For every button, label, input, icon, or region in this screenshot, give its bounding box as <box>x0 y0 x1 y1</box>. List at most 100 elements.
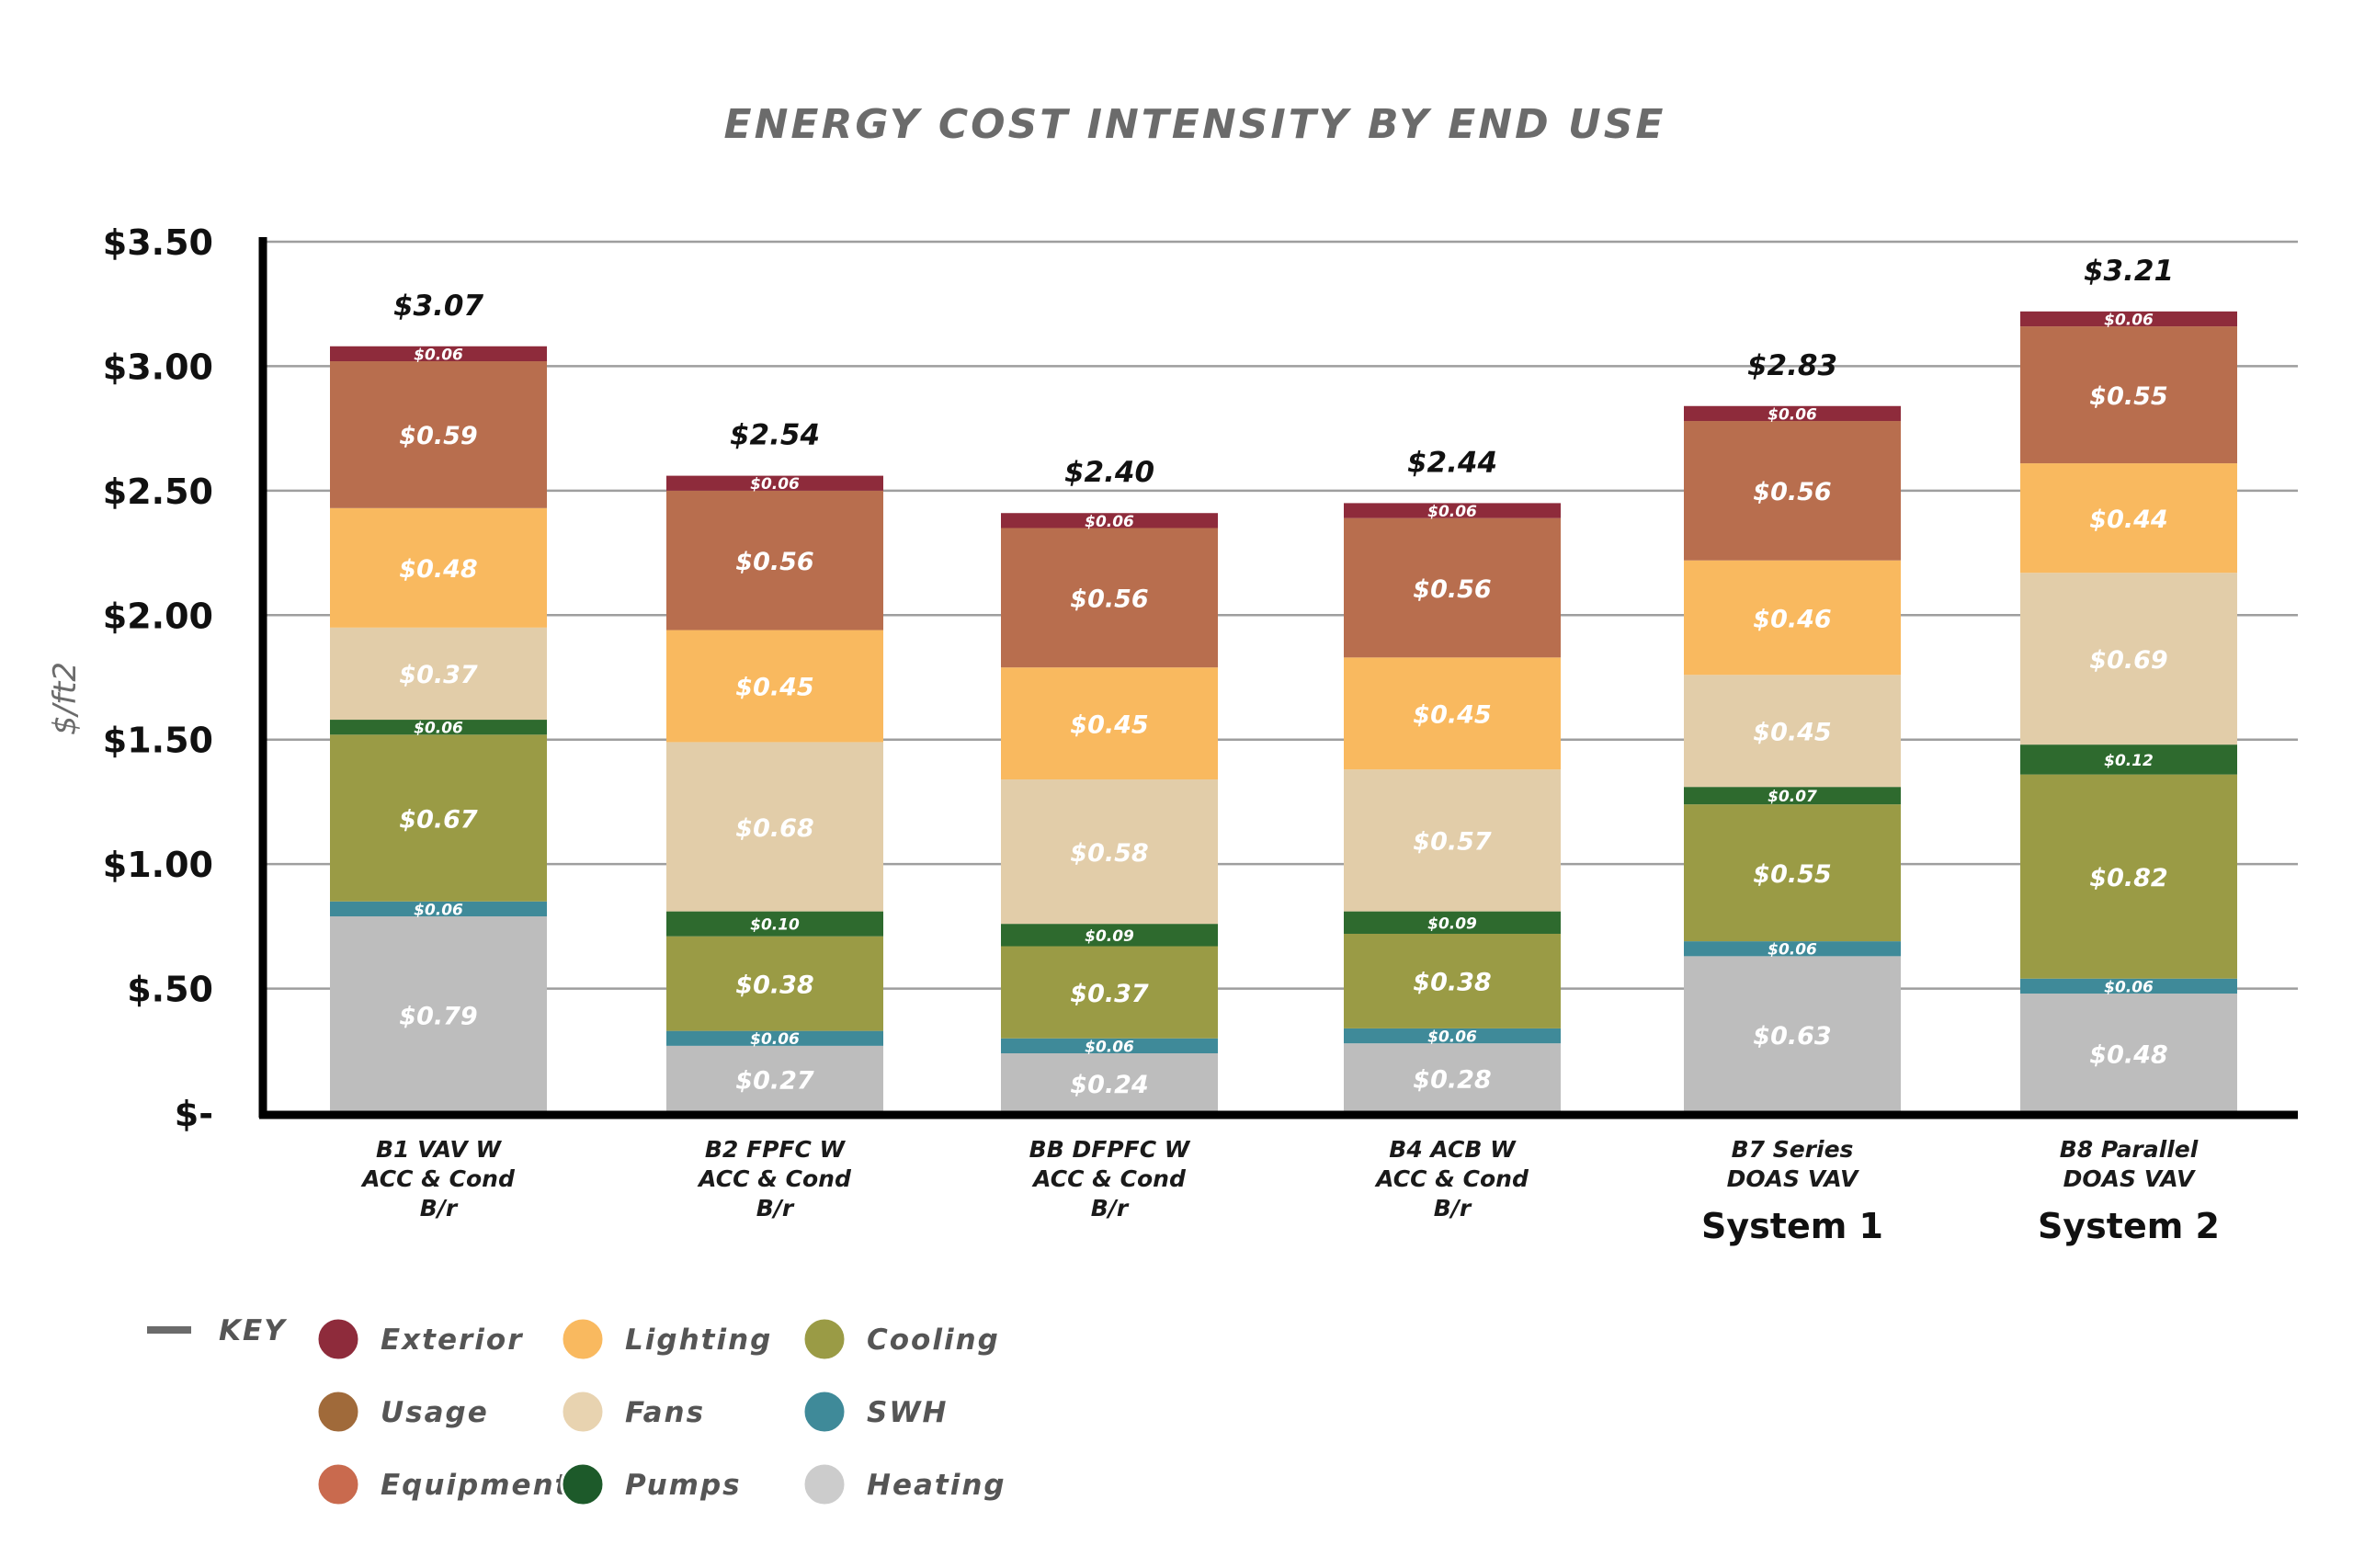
data-label: $0.48 <box>2089 1040 2167 1069</box>
bar-segment-heating <box>666 1045 883 1113</box>
legend-label: Cooling <box>867 1324 1000 1357</box>
bar-stack: $0.79 $0.06 $0.67 $0.06 $0.37 $0.48 $0.59 $0.06 <box>330 346 547 1113</box>
data-label: $0.06 <box>1427 1028 1477 1046</box>
data-label: $0.06 <box>1085 1038 1134 1056</box>
data-label: $0.37 <box>399 661 478 689</box>
data-label: $0.10 <box>750 916 800 935</box>
bar-segment-lighting <box>1344 657 1561 770</box>
legend-swatch <box>801 1461 847 1507</box>
x-tick-label: B8 Parallel <box>2060 1136 2199 1163</box>
data-label: $0.06 <box>1427 503 1477 521</box>
bar-stack: $0.27 $0.06 $0.38 $0.10 $0.68 $0.45 $0.56 $0.06 <box>666 475 883 1113</box>
bar-segment-exterior <box>666 475 883 491</box>
bar-segment-pumps <box>1001 924 1218 947</box>
data-label: $0.58 <box>1070 839 1148 868</box>
data-label: $0.46 <box>1753 605 1831 633</box>
bar-segment-equipment <box>2020 326 2237 464</box>
legend-swatch <box>315 1389 361 1435</box>
legend-swatch <box>560 1316 606 1362</box>
x-tick-label: ACC & Cond <box>697 1165 852 1192</box>
bar-segment-swh <box>2020 978 2237 994</box>
bar-segment-equipment <box>666 490 883 631</box>
x-tick-label: B/r <box>756 1195 795 1221</box>
bar-segment-fans <box>666 742 883 912</box>
data-label: $0.59 <box>399 422 477 450</box>
x-tick-label: B4 ACB W <box>1389 1136 1517 1163</box>
y-tick-label: $3.00 <box>103 347 213 387</box>
system-label: System 2 <box>2038 1206 2220 1246</box>
legend-label: Equipment <box>381 1469 570 1502</box>
data-label: $0.06 <box>2104 978 2154 996</box>
bar-segment-lighting <box>1001 667 1218 780</box>
bar-segment-exterior <box>2020 311 2237 327</box>
bar-segment-fans <box>2020 573 2237 745</box>
data-label: $0.56 <box>1070 585 1148 614</box>
data-label: $0.45 <box>735 674 813 702</box>
bar-segment-exterior <box>1684 405 1901 422</box>
y-tick-label: $1.00 <box>103 845 213 885</box>
bar-segment-heating <box>1684 956 1901 1113</box>
x-tick-label: B7 Series <box>1732 1136 1854 1163</box>
y-tick-label: $- <box>175 1094 213 1134</box>
x-tick-label: ACC & Cond <box>1374 1165 1529 1192</box>
data-label: $0.79 <box>399 1002 477 1030</box>
legend: KEY Exterior Usage Equipment Lighting Fans Pum… <box>147 1314 1006 1507</box>
data-label: $0.27 <box>735 1067 814 1096</box>
y-axis-ticks: $- $.50 $1.00 $1.50 $2.00 $2.50 $3.00 $3.50 <box>103 222 213 1134</box>
data-label: $0.09 <box>1427 915 1477 933</box>
legend-label: Usage <box>381 1396 489 1429</box>
data-label: $0.37 <box>1070 980 1149 1008</box>
chart-title: ENERGY COST INTENSITY BY END USE <box>724 101 1666 148</box>
bar-segment-cooling <box>666 936 883 1031</box>
bar-segment-cooling <box>1344 933 1561 1028</box>
legend-swatch <box>560 1461 606 1507</box>
bar-total-label: $2.54 <box>730 419 820 452</box>
bar-segment-fans <box>1001 779 1218 925</box>
bar-segment-swh <box>666 1030 883 1046</box>
data-label: $0.06 <box>1085 513 1134 531</box>
data-label: $0.55 <box>2089 382 2167 411</box>
x-tick-label: ACC & Cond <box>360 1165 516 1192</box>
bar-total-label: $2.44 <box>1407 446 1497 479</box>
legend-swatch <box>315 1316 361 1362</box>
y-tick-label: $2.50 <box>103 472 213 512</box>
bar-segment-exterior <box>1001 513 1218 528</box>
x-tick-label: B1 VAV W <box>376 1136 503 1163</box>
legend-swatch <box>801 1389 847 1435</box>
data-label: $0.69 <box>2089 646 2167 675</box>
bar-segment-equipment <box>1001 528 1218 668</box>
bar-segment-fans <box>1344 769 1561 912</box>
grid-lines <box>263 240 2298 990</box>
x-tick-label: DOAS VAV <box>1727 1165 1859 1192</box>
bar-segment-cooling <box>2020 774 2237 979</box>
bar-segment-lighting <box>330 507 547 628</box>
data-label: $0.56 <box>735 548 813 576</box>
bar-segment-cooling <box>1001 946 1218 1039</box>
bar-segment-heating <box>330 916 547 1113</box>
legend-label: Fans <box>625 1396 705 1429</box>
x-tick-label: DOAS VAV <box>2063 1165 2196 1192</box>
bar-stack: $0.48 $0.06 $0.82 $0.12 $0.69 $0.44 $0.55 $0.06 <box>2020 311 2237 1113</box>
y-tick-label: $1.50 <box>103 721 213 761</box>
bar-segment-swh <box>1001 1038 1218 1053</box>
bar-total-label: $2.83 <box>1747 349 1837 382</box>
bars: $0.79 $0.06 $0.67 $0.06 $0.37 $0.48 $0.59 $0.06… <box>330 255 2237 1113</box>
bar-segment-pumps <box>1684 787 1901 805</box>
bar-segment-pumps <box>330 720 547 735</box>
bar-segment-equipment <box>1684 421 1901 561</box>
data-label: $0.09 <box>1085 927 1134 946</box>
bar-segment-exterior <box>330 346 547 362</box>
bar-stack: $0.28 $0.06 $0.38 $0.09 $0.57 $0.45 $0.56 $0.06 <box>1344 503 1561 1113</box>
x-tick-label: B/r <box>1091 1195 1130 1221</box>
legend-label: Heating <box>867 1469 1006 1502</box>
legend-swatch <box>560 1389 606 1435</box>
legend-title: KEY <box>219 1314 288 1347</box>
data-label: $0.68 <box>735 814 813 843</box>
data-label: $0.06 <box>414 901 463 919</box>
bar-segment-lighting <box>666 630 883 743</box>
data-label: $0.67 <box>399 805 478 834</box>
data-label: $0.06 <box>1768 405 1817 424</box>
x-tick-label: ACC & Cond <box>1031 1165 1187 1192</box>
axes <box>258 237 2298 1119</box>
